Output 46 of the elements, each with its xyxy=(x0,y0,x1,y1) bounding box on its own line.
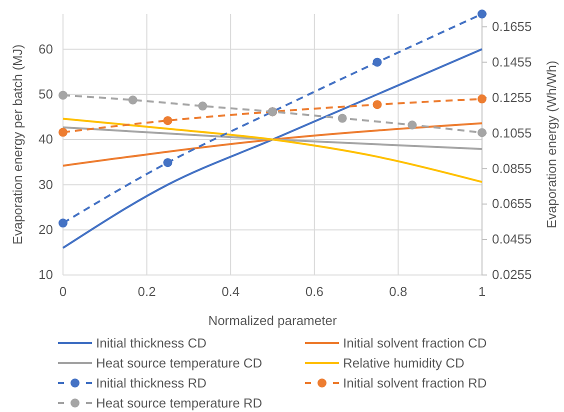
x-tick-label: 0.4 xyxy=(222,284,240,300)
legend-label: Initial solvent fraction CD xyxy=(343,336,487,350)
point xyxy=(58,128,68,137)
y2-tick-label: 0.0455 xyxy=(492,232,532,247)
point xyxy=(163,116,172,126)
y-tick-label: 20 xyxy=(38,222,53,238)
y2-axis-title: Evaporation energy (Wh/Wh) xyxy=(544,60,559,228)
point xyxy=(408,120,417,130)
x-tick-label: 1 xyxy=(478,284,486,300)
x-tick-label: 0.2 xyxy=(138,284,156,300)
y-tick-label: 50 xyxy=(38,86,53,102)
point xyxy=(58,90,68,100)
x-tick-label: 0 xyxy=(59,284,67,300)
point xyxy=(478,10,486,18)
point xyxy=(372,100,382,110)
y-tick-label: 30 xyxy=(38,176,53,192)
y2-tick-label: 0.1055 xyxy=(492,125,532,140)
point xyxy=(478,128,486,138)
legend-label: Initial thickness CD xyxy=(96,336,207,350)
y-tick-label: 60 xyxy=(38,41,53,56)
legend-label: Heat source temperature RD xyxy=(96,396,262,410)
legend-label: Heat source temperature CD xyxy=(96,356,262,370)
y2-tick-label: 0.0855 xyxy=(492,160,532,176)
y2-tick-label: 0.0655 xyxy=(492,196,532,212)
legend-label: Relative humidity CD xyxy=(343,356,464,370)
y2-tick-label: 0.0255 xyxy=(492,267,532,282)
x-axis-title: Normalized parameter xyxy=(208,313,338,328)
line-series xyxy=(62,118,483,183)
y-tick-label: 40 xyxy=(38,132,53,147)
line-series xyxy=(62,48,483,249)
y2-tick-label: 0.1455 xyxy=(492,54,532,70)
x-tick-label: 0.8 xyxy=(389,284,408,300)
y-tick-label: 10 xyxy=(38,267,53,282)
point xyxy=(58,218,68,228)
legend-label: Initial solvent fraction RD xyxy=(343,376,487,390)
x-tick-label: 0.6 xyxy=(305,284,324,300)
point xyxy=(372,58,382,67)
y2-tick-label: 0.1655 xyxy=(492,18,532,34)
point xyxy=(128,95,138,104)
y-axis-title: Evaporation energy per batch (MJ) xyxy=(10,44,25,245)
legend-label: Initial thickness RD xyxy=(96,376,207,390)
point xyxy=(478,94,486,104)
point xyxy=(198,102,208,111)
point xyxy=(338,114,347,123)
point xyxy=(163,158,172,168)
y2-tick-label: 0.1255 xyxy=(492,90,532,105)
